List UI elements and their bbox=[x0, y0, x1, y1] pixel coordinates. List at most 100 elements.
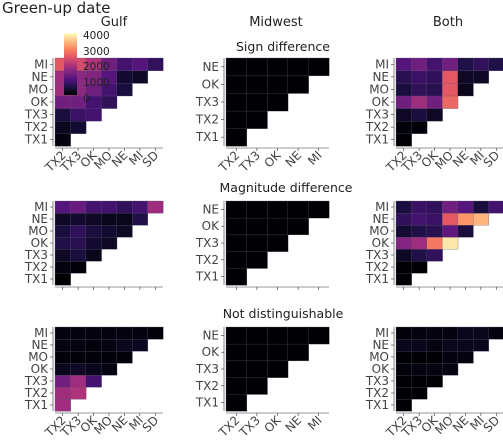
heatmap-cell bbox=[246, 343, 268, 362]
heatmap-cell bbox=[442, 200, 459, 214]
heatmap-cell bbox=[426, 200, 443, 214]
y-tick-label: TX3 bbox=[195, 236, 219, 250]
heatmap-cell bbox=[395, 224, 412, 238]
heatmap-cell bbox=[101, 362, 118, 376]
colorbar bbox=[64, 33, 77, 95]
heatmap-cell bbox=[287, 217, 309, 236]
heatmap-cell bbox=[442, 82, 459, 97]
heatmap-cell bbox=[70, 108, 87, 122]
heatmap-cell bbox=[225, 394, 248, 412]
heatmap-cell bbox=[488, 200, 503, 214]
heatmap-cell bbox=[426, 212, 443, 226]
y-tick-label: TX2 bbox=[195, 379, 219, 393]
heatmap-cell bbox=[411, 386, 428, 400]
heatmap-cell bbox=[287, 343, 309, 362]
heatmap-cell bbox=[411, 200, 428, 214]
heatmap-cell bbox=[54, 272, 71, 286]
row-title-sign-difference: Sign difference bbox=[236, 39, 330, 54]
heatmap-cell bbox=[442, 362, 459, 376]
heatmap-cell bbox=[246, 200, 268, 219]
heatmap-cell bbox=[457, 326, 474, 340]
heatmap-cell bbox=[225, 268, 248, 286]
heatmap-cell bbox=[395, 272, 412, 286]
y-tick-label: MI bbox=[34, 200, 48, 214]
colorbar-tick-1000: 1000 bbox=[83, 77, 110, 89]
heatmap-cell bbox=[457, 350, 474, 364]
heatmap-cell bbox=[308, 57, 330, 77]
heatmap-cell bbox=[442, 212, 459, 226]
heatmap-cell bbox=[426, 248, 443, 262]
heatmap-cell bbox=[131, 70, 149, 84]
y-tick-label: NE bbox=[31, 338, 48, 352]
heatmap-cell bbox=[225, 343, 248, 362]
y-tick-label: OK bbox=[202, 77, 220, 91]
heatmap-cell bbox=[225, 128, 248, 147]
heatmap-cell bbox=[472, 57, 490, 72]
x-tick-label: OK bbox=[261, 412, 284, 435]
y-tick-label: TX2 bbox=[365, 386, 389, 400]
heatmap-cell bbox=[85, 200, 102, 214]
heatmap-cell bbox=[225, 93, 248, 112]
heatmap-cell bbox=[70, 350, 87, 364]
heatmap-cell bbox=[395, 338, 412, 352]
heatmap-cell bbox=[246, 360, 268, 378]
heatmap-cell bbox=[287, 57, 309, 77]
heatmap-cell bbox=[70, 200, 87, 214]
heatmap-cell bbox=[54, 350, 71, 364]
heatmap-cell bbox=[472, 326, 490, 340]
heatmap-cell bbox=[54, 95, 71, 109]
heatmap-cell bbox=[85, 338, 102, 352]
heatmap-cell bbox=[442, 326, 459, 340]
heatmap-cell bbox=[85, 362, 102, 376]
heatmap-cell bbox=[426, 350, 443, 364]
heatmap-cell bbox=[70, 260, 87, 274]
y-tick-label: TX2 bbox=[195, 113, 219, 127]
heatmap-cell bbox=[411, 212, 428, 226]
heatmap-cell bbox=[85, 108, 102, 122]
colorbar-tick-2000: 2000 bbox=[83, 61, 110, 73]
figure-title: Green-up date bbox=[2, 0, 110, 17]
heatmap-cell bbox=[411, 248, 428, 262]
x-tick-label: MI bbox=[305, 148, 325, 168]
heatmap-cell bbox=[395, 236, 412, 250]
heatmap-cell bbox=[395, 260, 412, 274]
heatmap-cell bbox=[116, 212, 133, 226]
heatmap-cell bbox=[54, 236, 71, 250]
heatmap-cell bbox=[411, 260, 428, 274]
colorbar-tick-0: 0 bbox=[83, 93, 90, 105]
y-tick-label: MI bbox=[34, 326, 48, 340]
colorbar-tick-4000: 4000 bbox=[83, 30, 110, 42]
heatmap-cell bbox=[411, 338, 428, 352]
panel-midwest-1: TX1 TX2 TX3 OK NE bbox=[195, 200, 330, 290]
heatmap-cell bbox=[426, 82, 443, 97]
heatmap-cell bbox=[225, 217, 248, 236]
y-tick-label: TX3 bbox=[195, 95, 219, 109]
heatmap-cell bbox=[395, 350, 412, 364]
heatmap-cell bbox=[85, 236, 102, 250]
y-tick-label: OK bbox=[31, 236, 49, 250]
row-title-not-distinguishable: Not distinguishable bbox=[223, 306, 344, 321]
heatmap-cell bbox=[54, 374, 71, 388]
heatmap-cell bbox=[101, 338, 118, 352]
heatmap-cell bbox=[442, 236, 459, 250]
heatmap-cell bbox=[472, 338, 490, 352]
column-title-midwest: Midwest bbox=[249, 15, 303, 30]
heatmap-cell bbox=[472, 212, 490, 226]
heatmap-cell bbox=[267, 326, 289, 345]
y-tick-label: TX1 bbox=[365, 272, 389, 286]
heatmap-cell bbox=[457, 200, 474, 214]
heatmap-cell bbox=[411, 57, 428, 72]
heatmap-cell bbox=[70, 224, 87, 238]
heatmap-cell bbox=[101, 200, 118, 214]
heatmap-cell bbox=[411, 326, 428, 340]
heatmap-cell bbox=[85, 212, 102, 226]
x-tick-label: SD bbox=[140, 413, 162, 435]
heatmap-cell bbox=[85, 224, 102, 238]
colorbar-legend: 4000 3000 2000 1000 0 bbox=[64, 30, 110, 105]
heatmap-cell bbox=[225, 360, 248, 378]
